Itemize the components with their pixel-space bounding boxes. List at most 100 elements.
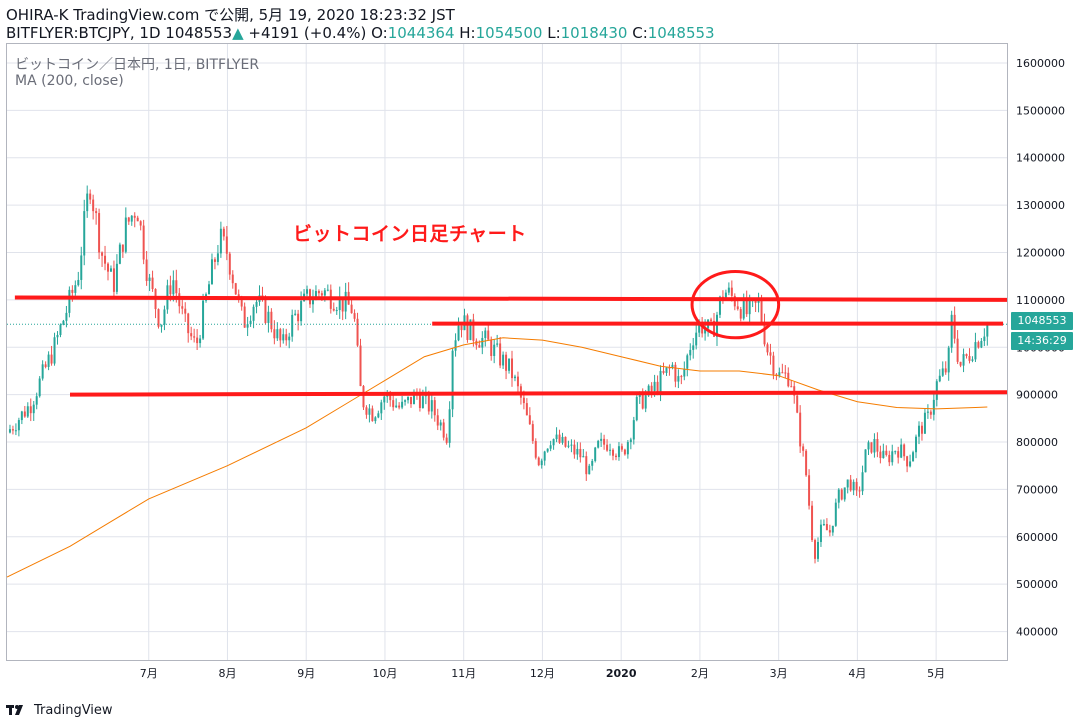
- candle-body: [380, 402, 383, 414]
- candle-body: [412, 392, 415, 405]
- candle-body: [92, 199, 95, 212]
- candle-body: [314, 291, 317, 300]
- candle-body: [727, 287, 730, 293]
- last-price-tag: 1048553: [1011, 312, 1073, 330]
- candle-body: [68, 289, 71, 313]
- indicator-legend: MA (200, close): [15, 73, 124, 89]
- change-value: +4191 (+0.4%): [248, 24, 367, 42]
- candle-body: [285, 334, 288, 341]
- candle-body: [950, 314, 953, 348]
- candle-body: [101, 252, 104, 256]
- candle-body: [680, 376, 683, 378]
- candle-body: [240, 296, 243, 307]
- candle-body: [799, 412, 802, 447]
- candle-body: [460, 325, 463, 331]
- y-tick-label: 1300000: [1016, 199, 1065, 212]
- y-tick-label: 700000: [1016, 483, 1058, 496]
- candle-body: [311, 299, 314, 305]
- candle-body: [742, 298, 745, 319]
- candle-body: [249, 320, 252, 325]
- candle-body: [781, 372, 784, 374]
- candle-body: [47, 354, 50, 367]
- candle-body: [932, 399, 935, 415]
- candle-body: [671, 364, 674, 368]
- candle-body: [160, 324, 163, 327]
- candle-body: [718, 296, 721, 315]
- candle-body: [816, 541, 819, 559]
- candle-body: [724, 292, 727, 299]
- candle-body: [83, 211, 86, 256]
- candle-body: [427, 393, 430, 412]
- candle-body: [300, 301, 303, 322]
- candle-body: [698, 321, 701, 333]
- candle-body: [834, 502, 837, 526]
- candle-body: [968, 356, 971, 361]
- candle-body: [588, 465, 591, 475]
- x-tick-label: 8月: [218, 667, 236, 680]
- candle-body: [65, 312, 68, 321]
- candle-body: [80, 255, 83, 280]
- candle-body: [962, 354, 965, 366]
- candle-body: [505, 354, 508, 371]
- candle-body: [398, 405, 401, 408]
- candle-body: [23, 411, 26, 417]
- candle-body: [677, 376, 680, 382]
- candle-body: [650, 385, 653, 391]
- candle-body: [466, 315, 469, 340]
- candle-body: [606, 444, 609, 451]
- candle-body: [597, 440, 600, 448]
- candle-body: [469, 319, 472, 340]
- x-tick-label: 7月: [140, 667, 158, 680]
- candle-body: [867, 442, 870, 450]
- candle-body: [484, 330, 487, 338]
- candle-body: [433, 400, 436, 416]
- candle-body: [38, 378, 41, 397]
- candle-body: [929, 411, 932, 415]
- candle-body: [582, 456, 585, 458]
- publish-info: OHIRA-K TradingView.com で公開, 5月 19, 2020…: [6, 6, 455, 24]
- candle-body: [139, 221, 142, 226]
- candle-body: [837, 489, 840, 503]
- candle-body: [454, 340, 457, 351]
- x-tick-label: 2020: [606, 667, 637, 680]
- candle-body: [858, 490, 861, 492]
- candle-body: [600, 438, 603, 441]
- candle-body: [202, 300, 205, 339]
- candle-body: [136, 217, 139, 222]
- candle-body: [540, 460, 543, 466]
- candle-body: [653, 381, 656, 391]
- candle-body: [635, 396, 638, 421]
- candle-body: [852, 481, 855, 491]
- candle-body: [814, 540, 817, 559]
- candle-body: [181, 306, 184, 309]
- ohlc-header: BITFLYER:BTCJPY, 1D 1048553▲ +4191 (+0.4…: [6, 24, 715, 42]
- candle-body: [825, 524, 828, 531]
- candle-body: [941, 368, 944, 376]
- candle-body: [662, 370, 665, 373]
- open-value: 1044364: [387, 24, 455, 42]
- candle-body: [127, 217, 130, 222]
- candle-body: [457, 325, 460, 341]
- candle-body: [77, 279, 80, 286]
- candle-body: [175, 280, 178, 294]
- candle-body: [436, 415, 439, 426]
- chart-pane[interactable]: [6, 43, 1008, 661]
- candle-body: [29, 406, 32, 414]
- candle-body: [561, 436, 564, 443]
- candle-body: [822, 524, 825, 526]
- candle-body: [213, 259, 216, 262]
- candle-body: [163, 309, 166, 325]
- candle-body: [508, 358, 511, 371]
- candle-body: [629, 439, 632, 443]
- candle-body: [53, 337, 56, 364]
- y-tick-label: 900000: [1016, 389, 1058, 402]
- candle-body: [234, 283, 237, 295]
- candle-body: [86, 193, 89, 212]
- candle-body: [983, 336, 986, 342]
- candle-body: [558, 434, 561, 443]
- candle-body: [407, 396, 410, 401]
- open-label: O:: [371, 24, 388, 42]
- candle-body: [62, 320, 65, 325]
- footer-brand[interactable]: TradingView: [6, 701, 113, 719]
